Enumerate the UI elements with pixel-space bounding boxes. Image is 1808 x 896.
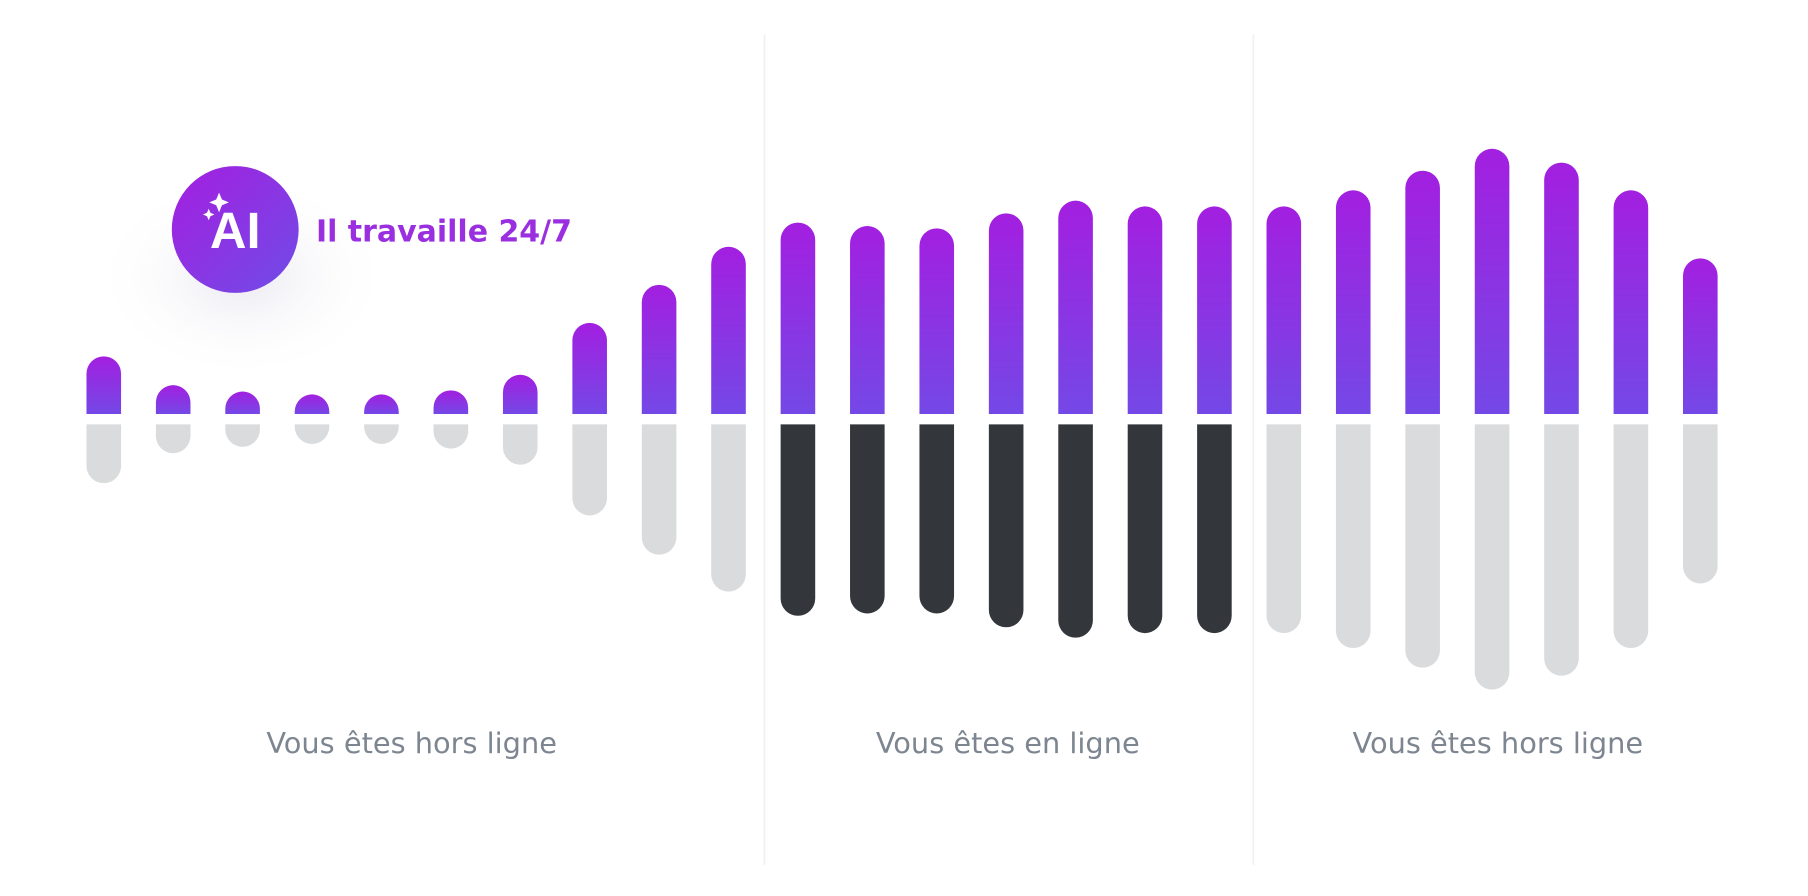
wave-bar-bottom	[1127, 424, 1163, 634]
wave-bar-top	[364, 394, 399, 414]
wave-bar-bottom	[433, 424, 469, 449]
wave-bar-top	[1405, 170, 1440, 414]
wave-bar-bottom	[155, 424, 191, 454]
wave-bar-bottom	[919, 424, 955, 614]
wave-bar-top	[1683, 258, 1718, 414]
wave-bar-bottom	[225, 424, 260, 447]
wave-bar-top	[1544, 162, 1579, 414]
wave-bar-bottom	[572, 424, 607, 516]
wave-bar-bottom	[1335, 424, 1371, 649]
wave-bar-top	[433, 390, 469, 414]
wave-bar-bottom	[988, 424, 1024, 628]
wave-bar-bottom	[1266, 424, 1302, 634]
wave-bar-top	[502, 374, 538, 414]
waveform	[86, 148, 1718, 690]
wave-bar-bottom	[86, 424, 122, 484]
wave-bar-top	[780, 222, 816, 414]
wave-bar-bottom	[780, 424, 816, 616]
wave-bar-top	[988, 213, 1024, 414]
wave-bar-top	[850, 226, 885, 414]
panel-label: Vous êtes hors ligne	[266, 726, 557, 760]
wave-bar-bottom	[1197, 424, 1232, 634]
wave-bar-bottom	[1544, 424, 1579, 676]
wave-bar-bottom	[364, 424, 399, 444]
wave-bar-top	[86, 356, 122, 414]
wave-bar-top	[1335, 190, 1371, 414]
wave-bar-bottom	[1405, 424, 1440, 668]
wave-bar-top	[641, 284, 677, 414]
wave-bar-top	[1197, 206, 1232, 414]
wave-bar-top	[1127, 206, 1163, 414]
wave-bar-bottom	[502, 424, 538, 465]
panel-label: Vous êtes en ligne	[876, 726, 1140, 760]
wave-bar-top	[225, 391, 260, 414]
tagline: Il travaille 24/7	[316, 214, 572, 249]
wave-bar-top	[572, 322, 607, 414]
wave-bar-top	[155, 385, 191, 414]
wave-bar-top	[1058, 200, 1093, 414]
wave-bar-bottom	[711, 424, 746, 592]
panel-label: Vous êtes hors ligne	[1352, 726, 1643, 760]
wave-bar-top	[711, 246, 746, 414]
wave-bar-top	[1474, 148, 1510, 414]
wave-bar-bottom	[1683, 424, 1718, 584]
wave-bar-bottom	[294, 424, 330, 444]
wave-bar-top	[919, 228, 955, 414]
wave-bar-bottom	[641, 424, 677, 555]
sparkle-icon	[202, 192, 229, 221]
badge-icon-text: AI	[210, 202, 261, 259]
wave-bar-top	[294, 394, 330, 414]
wave-bar-top	[1613, 190, 1649, 414]
wave-bar-bottom	[1058, 424, 1093, 638]
badge-circle	[171, 166, 299, 293]
wave-bar-bottom	[850, 424, 885, 614]
wave-bar-bottom	[1474, 424, 1510, 690]
wave-bar-bottom	[1613, 424, 1649, 649]
wave-bar-top	[1266, 206, 1302, 414]
